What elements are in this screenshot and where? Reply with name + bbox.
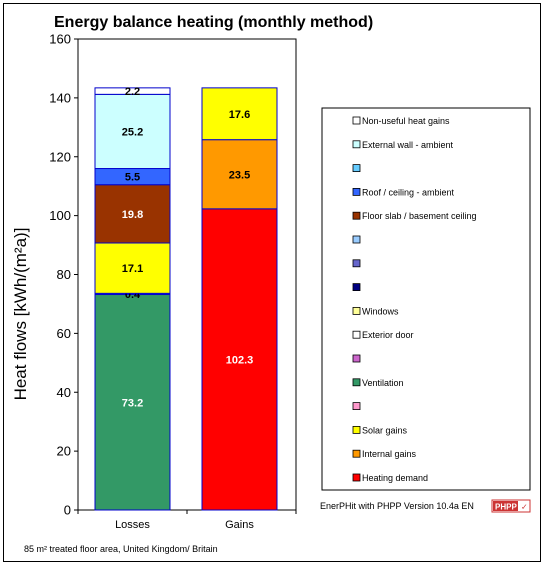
bar-gains-heating-demand <box>201 208 278 511</box>
x-tick-label: Losses <box>115 519 150 531</box>
bar-gains-solar-gains <box>201 87 278 141</box>
bar-losses-non-useful-heat-gains <box>94 87 171 95</box>
legend-swatch <box>352 283 361 292</box>
legend-label: Exterior door <box>362 330 414 340</box>
legend-swatch <box>352 473 361 482</box>
legend-swatch <box>352 330 361 339</box>
data-label: 102.3 <box>226 354 254 366</box>
data-label: 2.2 <box>125 86 140 98</box>
y-tick-label: 60 <box>57 326 71 341</box>
legend-swatch <box>352 449 361 458</box>
legend-swatch <box>352 187 361 196</box>
y-axis-ticks: 0 20 40 60 80 100 120 140 160 <box>49 32 78 518</box>
x-axis-ticks: Losses Gains <box>77 510 297 531</box>
legend-swatch <box>352 116 361 125</box>
legend-label: Internal gains <box>362 449 417 459</box>
legend-label: Non-useful heat gains <box>362 116 450 126</box>
phpp-logo: PHPP ✓ <box>491 499 531 513</box>
legend-swatch <box>352 140 361 149</box>
data-label: 19.8 <box>122 209 143 221</box>
data-label: 25.2 <box>122 126 143 138</box>
legend-swatch <box>352 164 361 173</box>
data-label: 17.1 <box>122 263 143 275</box>
y-tick-label: 160 <box>49 32 71 47</box>
bar-losses-floor-slab-basement-ceiling <box>94 184 171 244</box>
floor-area-note: 85 m² treated floor area, United Kingdom… <box>24 544 218 554</box>
legend-swatch <box>352 259 361 268</box>
legend-swatch <box>352 378 361 387</box>
y-axis-label: Heat flows [kWh/(m²a)] <box>11 228 30 401</box>
svg-text:✓: ✓ <box>521 503 528 512</box>
legend-swatch <box>352 354 361 363</box>
y-tick-label: 80 <box>57 267 71 282</box>
bar-losses-windows <box>94 242 171 294</box>
y-tick-label: 20 <box>57 444 71 459</box>
y-tick-label: 100 <box>49 208 71 223</box>
legend-label: Solar gains <box>362 425 408 435</box>
y-tick-label: 120 <box>49 149 71 164</box>
legend-swatch <box>352 306 361 315</box>
y-tick-label: 140 <box>49 90 71 105</box>
bar-gains-internal-gains <box>201 139 278 210</box>
legend-label: Heating demand <box>362 473 428 483</box>
version-text: EnerPHit with PHPP Version 10.4a EN <box>320 501 474 511</box>
chart-title: Energy balance heating (monthly method) <box>54 14 373 31</box>
legend-swatch <box>352 425 361 434</box>
legend-swatch <box>352 235 361 244</box>
phpp-logo-text: PHPP <box>495 503 517 512</box>
legend: Non-useful heat gains External wall - amb… <box>352 116 477 483</box>
bar-losses-ventilation <box>94 294 171 511</box>
legend-swatch <box>352 211 361 220</box>
legend-swatch <box>352 402 361 411</box>
legend-label: Windows <box>362 306 399 316</box>
legend-label: Ventilation <box>362 378 404 388</box>
data-label: 5.5 <box>125 172 140 184</box>
legend-label: Roof / ceiling - ambient <box>362 187 455 197</box>
data-label: 73.2 <box>122 397 143 409</box>
legend-label: External wall - ambient <box>362 140 454 150</box>
y-tick-label: 40 <box>57 385 71 400</box>
data-label: 23.5 <box>229 169 250 181</box>
bar-losses-external-wall-ambient <box>94 93 171 170</box>
y-tick-label: 0 <box>64 503 71 518</box>
data-label: 17.6 <box>229 109 250 121</box>
x-tick-label: Gains <box>225 519 254 531</box>
legend-label: Floor slab / basement ceiling <box>362 211 477 221</box>
